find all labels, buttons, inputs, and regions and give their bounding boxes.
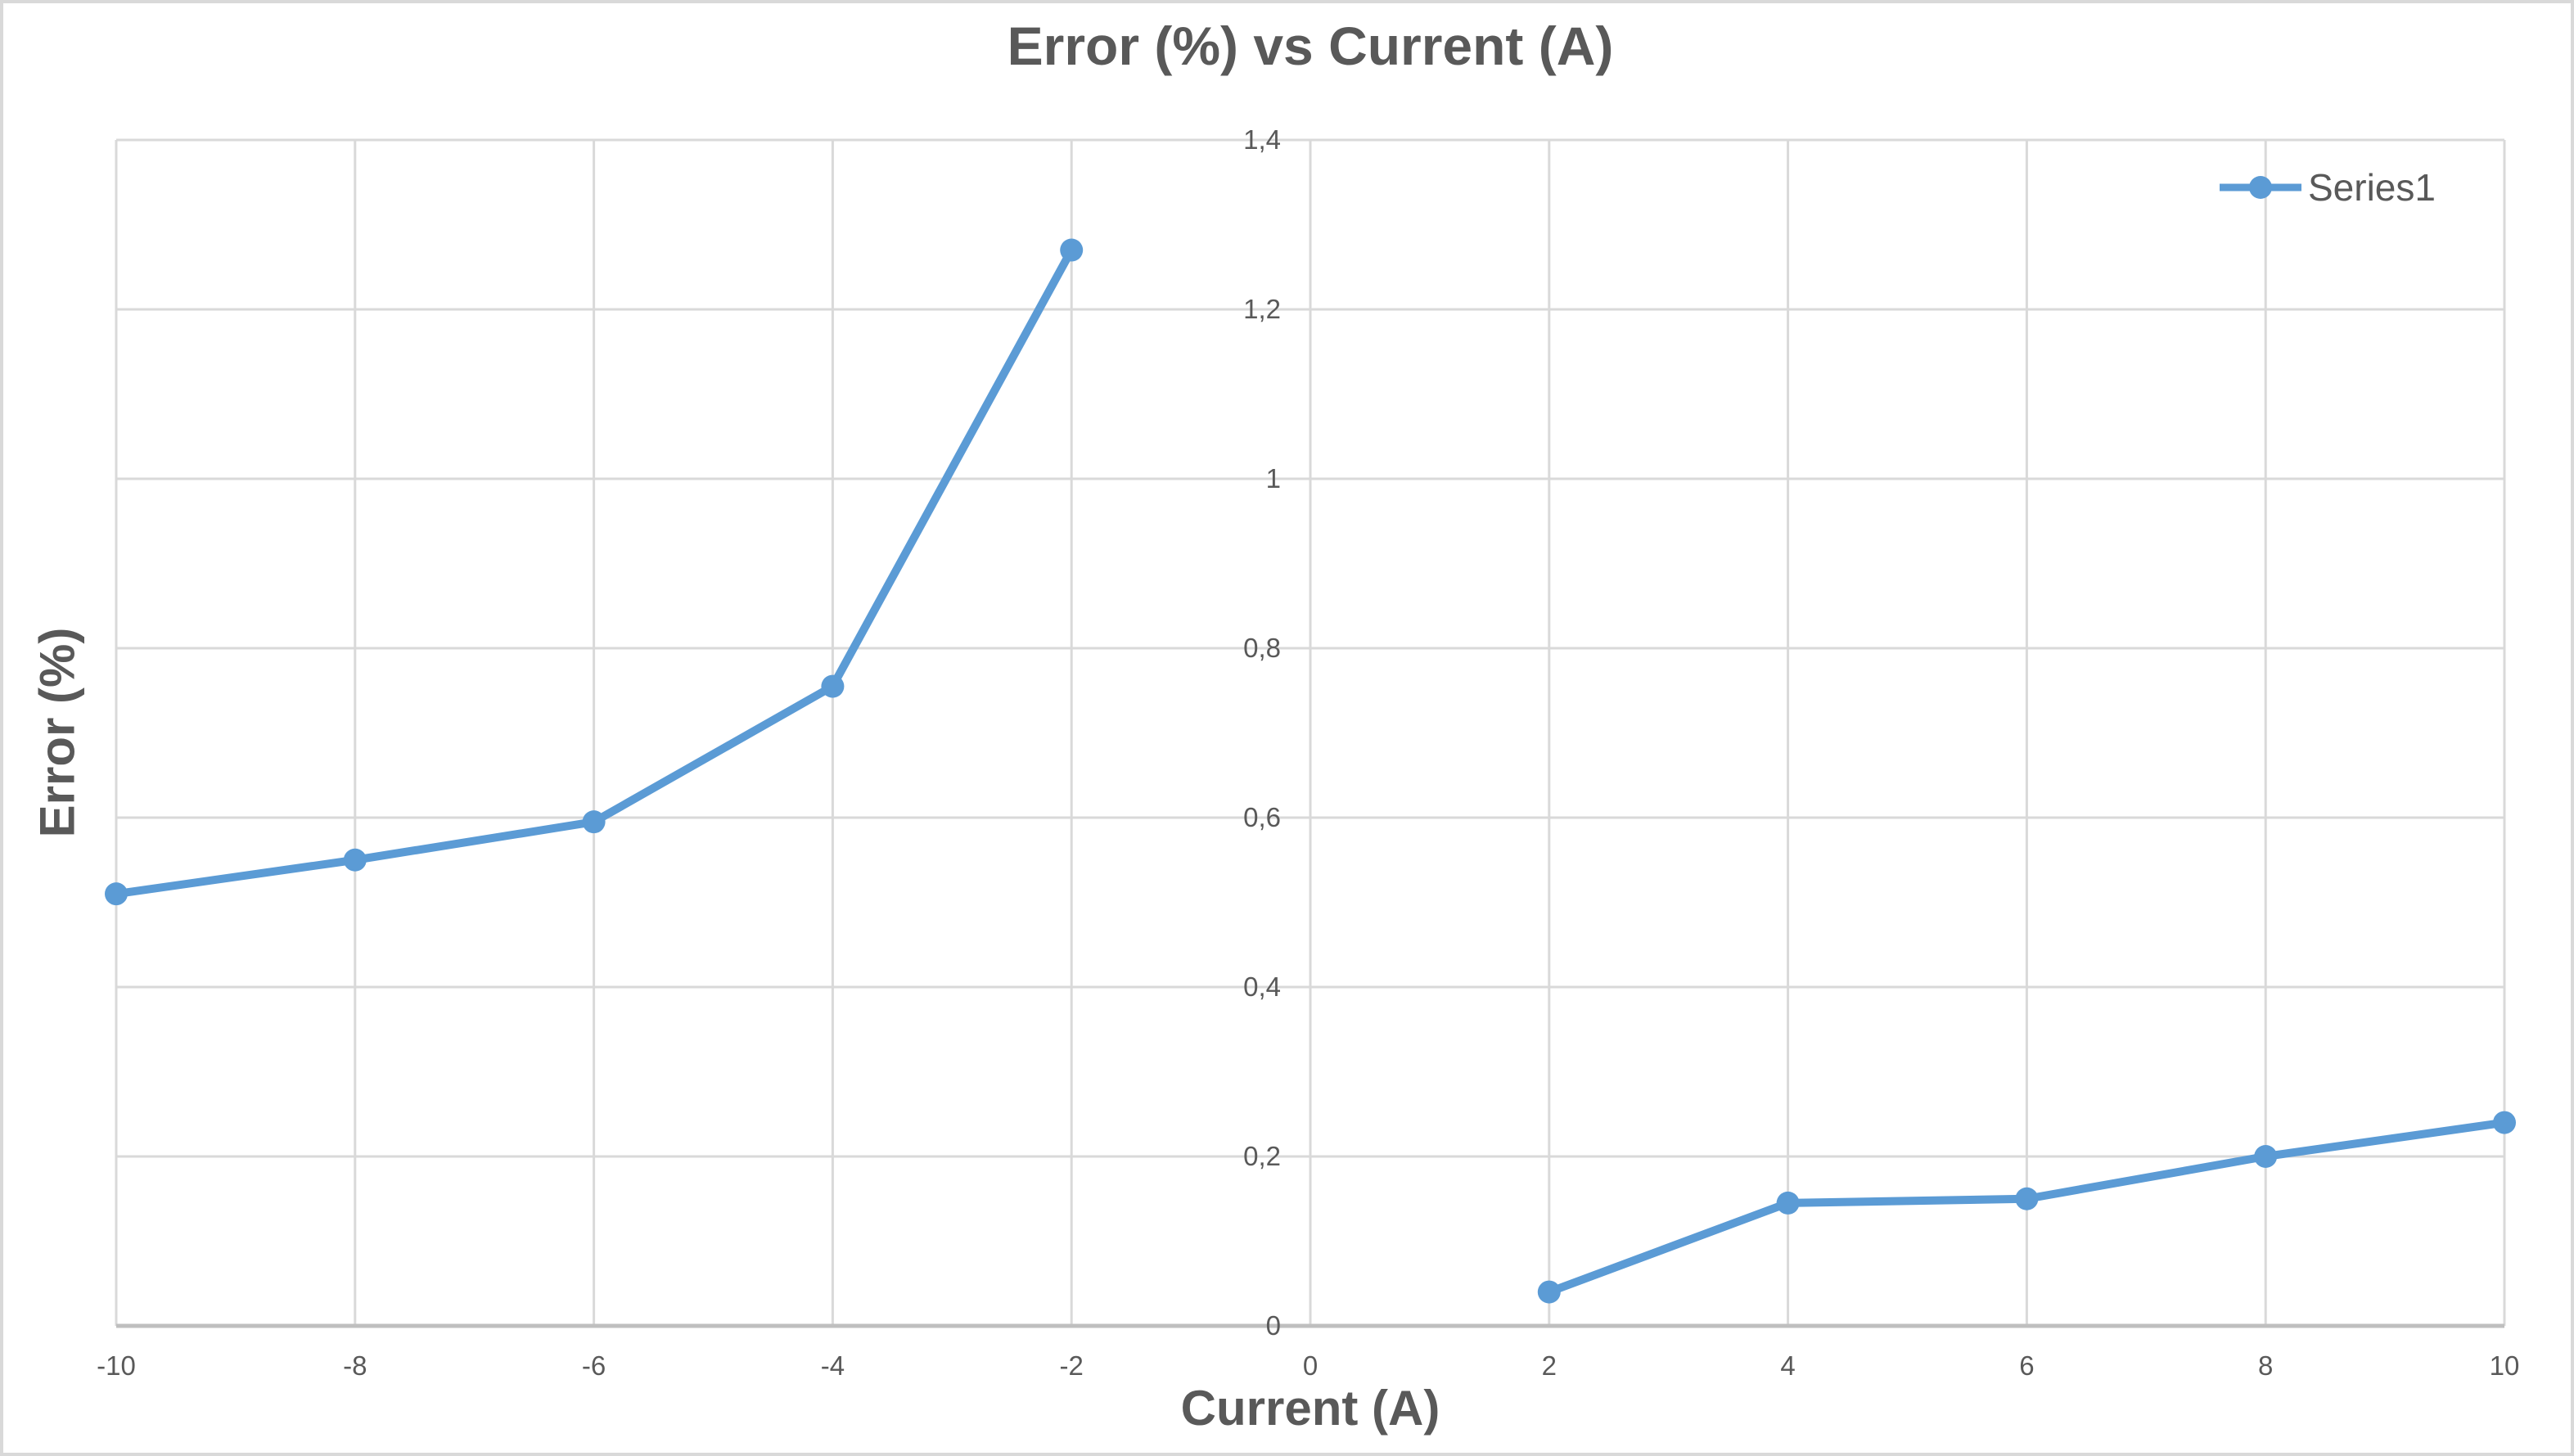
data-point-marker bbox=[343, 848, 367, 872]
x-tick-label: -8 bbox=[343, 1350, 367, 1381]
y-tick-label: 0,2 bbox=[1243, 1141, 1281, 1171]
y-tick-label: 0 bbox=[1265, 1310, 1281, 1341]
x-tick-label: 4 bbox=[1780, 1350, 1796, 1381]
x-axis-title: Current (A) bbox=[1180, 1381, 1440, 1436]
chart-title: Error (%) vs Current (A) bbox=[1007, 16, 1614, 76]
y-axis-title: Error (%) bbox=[29, 627, 85, 838]
y-tick-label: 0,4 bbox=[1243, 971, 1281, 1002]
x-tick-label: 10 bbox=[2489, 1350, 2520, 1381]
data-point-marker bbox=[1060, 238, 1084, 262]
x-tick-label: -4 bbox=[820, 1350, 845, 1381]
plot-area bbox=[105, 138, 2516, 1328]
data-point-marker bbox=[2493, 1111, 2516, 1134]
data-point-marker bbox=[582, 810, 606, 834]
x-tick-label: 8 bbox=[2258, 1350, 2274, 1381]
x-tick-label: -2 bbox=[1059, 1350, 1084, 1381]
data-point-marker bbox=[2015, 1187, 2039, 1210]
x-tick-label: 6 bbox=[2019, 1350, 2035, 1381]
y-tick-label: 1,2 bbox=[1243, 294, 1281, 324]
data-point-marker bbox=[2254, 1145, 2278, 1168]
x-tick-label: 2 bbox=[1541, 1350, 1557, 1381]
x-tick-label: 0 bbox=[1302, 1350, 1319, 1381]
y-tick-label: 1,4 bbox=[1243, 124, 1281, 155]
legend-label: Series1 bbox=[2308, 166, 2436, 209]
x-tick-label: -6 bbox=[581, 1350, 606, 1381]
data-point-marker bbox=[821, 674, 845, 698]
data-point-marker bbox=[105, 882, 128, 906]
data-point-marker bbox=[1537, 1280, 1561, 1304]
y-tick-label: 1 bbox=[1265, 463, 1281, 494]
data-point-marker bbox=[1776, 1191, 1800, 1215]
y-tick-label: 0,8 bbox=[1243, 633, 1281, 663]
legend: Series1 bbox=[2218, 165, 2436, 210]
y-tick-label: 0,6 bbox=[1243, 802, 1281, 832]
x-tick-label: -10 bbox=[97, 1350, 136, 1381]
legend-line-marker-icon bbox=[2220, 176, 2301, 199]
